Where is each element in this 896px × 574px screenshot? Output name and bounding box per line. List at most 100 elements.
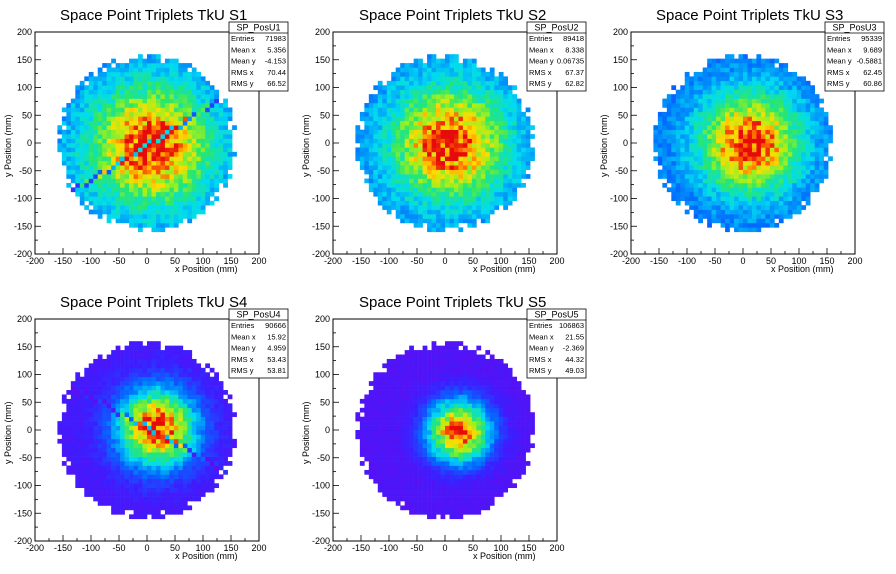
heatmap-cell <box>449 85 455 91</box>
heatmap-cell <box>120 358 125 364</box>
heatmap-cell <box>173 151 179 157</box>
heatmap-cell <box>462 218 468 224</box>
heatmap-cell <box>729 67 735 73</box>
heatmap-cell <box>666 156 672 162</box>
heatmap-cell <box>70 390 76 395</box>
heatmap-cell <box>120 372 125 378</box>
heatmap-cell <box>205 447 211 453</box>
heatmap-cell <box>819 156 824 162</box>
heatmap-cell <box>173 438 179 444</box>
heatmap-cell <box>191 456 197 462</box>
heatmap-cell <box>814 169 820 175</box>
heatmap-cell <box>182 156 188 162</box>
heatmap-cell <box>115 345 121 351</box>
heatmap-cell <box>93 165 99 170</box>
heatmap-cell <box>422 147 428 153</box>
heatmap-cell <box>124 474 130 480</box>
heatmap-cell <box>151 138 157 144</box>
heatmap-cell <box>115 120 121 126</box>
heatmap-cell <box>395 138 401 144</box>
heatmap-cell <box>494 160 500 166</box>
heatmap-cell <box>512 187 517 193</box>
heatmap-cell <box>657 129 663 135</box>
heatmap-cell <box>440 94 446 99</box>
heatmap-cell <box>124 492 130 497</box>
heatmap-cell <box>516 143 522 148</box>
heatmap-cell <box>734 120 739 126</box>
heatmap-cell <box>453 209 459 215</box>
stats-value: 66.52 <box>267 79 286 88</box>
heatmap-cell <box>164 381 170 386</box>
heatmap-cell <box>386 178 392 184</box>
heatmap-cell <box>418 196 423 202</box>
heatmap-cell <box>124 452 130 457</box>
heatmap-cell <box>386 174 392 179</box>
heatmap-cell <box>413 134 419 139</box>
heatmap-cell <box>142 214 148 219</box>
heatmap-cell <box>467 134 473 139</box>
heatmap-cell <box>485 98 491 104</box>
heatmap-cell <box>133 354 139 360</box>
heatmap-cell <box>760 165 766 170</box>
heatmap-cell <box>729 76 735 82</box>
heatmap-cell <box>449 134 455 139</box>
heatmap-cell <box>151 200 157 206</box>
heatmap-cell <box>151 218 157 224</box>
heatmap-cell <box>79 138 85 144</box>
heatmap-cell <box>173 367 179 373</box>
heatmap-cell <box>160 487 166 493</box>
heatmap-cell <box>138 345 143 351</box>
heatmap-cell <box>173 403 179 409</box>
heatmap-cell <box>684 71 690 77</box>
heatmap-cell <box>689 182 695 188</box>
heatmap-cell <box>422 107 428 113</box>
heatmap-cell <box>142 416 148 422</box>
heatmap-cell <box>485 94 491 99</box>
heatmap-cell <box>129 191 134 197</box>
heatmap-cell <box>214 412 219 417</box>
heatmap-cell <box>480 200 486 206</box>
heatmap-cell <box>187 160 193 166</box>
heatmap-cell <box>209 390 215 395</box>
heatmap-cell <box>66 103 72 108</box>
heatmap-cell <box>115 174 121 179</box>
heatmap-cell <box>467 174 473 179</box>
heatmap-cell <box>716 156 721 162</box>
heatmap-cell <box>453 214 459 219</box>
heatmap-cell <box>716 205 721 210</box>
heatmap-cell <box>178 469 184 475</box>
heatmap-cell <box>102 403 107 409</box>
heatmap-cell <box>147 98 152 104</box>
heatmap-cell <box>106 120 112 126</box>
heatmap-cell <box>711 214 717 219</box>
heatmap-cell <box>675 125 681 130</box>
heatmap-cell <box>142 345 148 351</box>
heatmap-cell <box>404 103 410 108</box>
heatmap-cell <box>178 496 184 502</box>
heatmap-cell <box>707 85 712 91</box>
heatmap-cell <box>431 222 437 228</box>
heatmap-cell <box>182 452 188 457</box>
x-tick-label: 200 <box>251 256 266 266</box>
heatmap-cell <box>147 156 152 162</box>
heatmap-cell <box>760 125 766 130</box>
heatmap-cell <box>689 178 695 184</box>
heatmap-cell <box>133 98 139 104</box>
heatmap-cell <box>521 116 526 122</box>
heatmap-cell <box>200 174 206 179</box>
heatmap-cell <box>671 165 677 170</box>
heatmap-cell <box>462 165 468 170</box>
heatmap-cell <box>111 143 116 148</box>
heatmap-cell <box>653 125 659 130</box>
heatmap-cell <box>97 376 103 382</box>
heatmap-cell <box>760 116 766 122</box>
heatmap-cell <box>129 58 134 64</box>
heatmap-cell <box>765 71 771 77</box>
heatmap-cell <box>142 182 148 188</box>
heatmap-cell <box>738 138 744 144</box>
heatmap-cell <box>129 71 134 77</box>
heatmap-cell <box>689 196 695 202</box>
heatmap-cell <box>155 341 161 346</box>
heatmap-cell <box>70 169 76 175</box>
heatmap-cell <box>404 156 410 162</box>
